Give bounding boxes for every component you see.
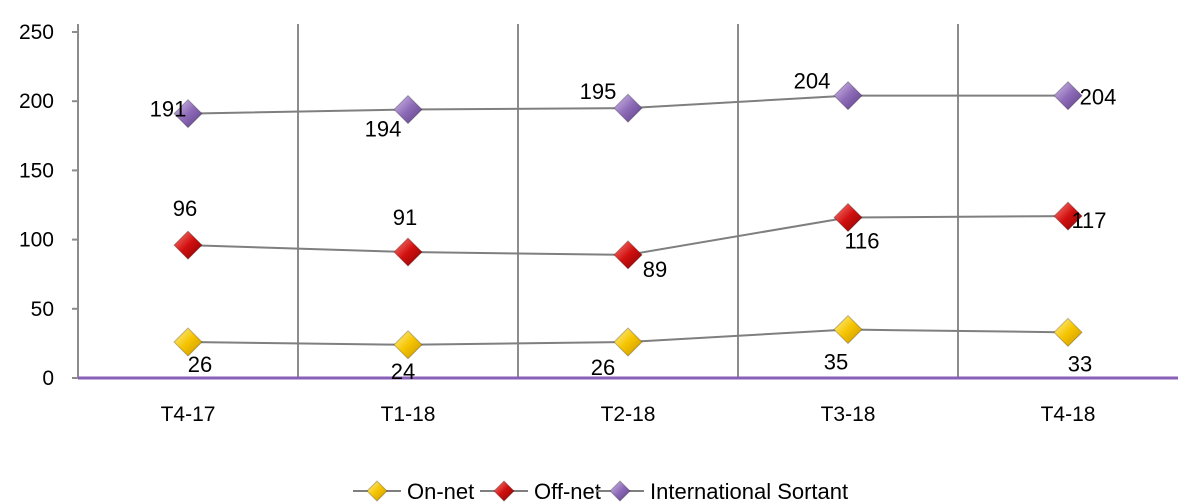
data-label: 33 bbox=[1068, 351, 1092, 376]
data-point bbox=[613, 327, 643, 357]
legend-label: Off-net bbox=[534, 479, 601, 504]
legend-label: International Sortant bbox=[650, 479, 848, 504]
legend-marker bbox=[493, 480, 515, 502]
data-label: 195 bbox=[580, 79, 617, 104]
data-label: 191 bbox=[150, 97, 187, 122]
data-point bbox=[173, 327, 203, 357]
series-layer bbox=[173, 80, 1083, 360]
data-point bbox=[173, 98, 203, 129]
data-labels: 26 24 26 35 33 96 91 89 116 117 191 194 195 204 204 bbox=[150, 69, 1117, 384]
x-tick-label: T1-18 bbox=[381, 403, 436, 426]
data-point bbox=[393, 330, 423, 360]
legend-marker bbox=[609, 480, 631, 502]
y-tick-label: 150 bbox=[19, 159, 54, 182]
data-point bbox=[833, 202, 863, 233]
data-point bbox=[613, 240, 643, 270]
data-label: 35 bbox=[824, 350, 848, 375]
data-point bbox=[393, 237, 423, 267]
data-label: 26 bbox=[188, 352, 212, 377]
legend-label: On-net bbox=[407, 479, 474, 504]
data-label: 24 bbox=[391, 359, 415, 384]
data-point bbox=[833, 80, 863, 111]
data-point bbox=[1053, 80, 1083, 111]
legend: On-net Off-net International Sortant bbox=[353, 479, 848, 504]
x-tick-label: T4-18 bbox=[1041, 403, 1096, 426]
data-point bbox=[1053, 201, 1083, 231]
data-point bbox=[173, 230, 203, 260]
x-tick-label: T3-18 bbox=[821, 403, 876, 426]
y-tick-label: 50 bbox=[31, 298, 54, 321]
grid-lines bbox=[297, 24, 959, 378]
data-label: 26 bbox=[591, 355, 615, 380]
data-point bbox=[1053, 317, 1083, 348]
data-label: 91 bbox=[393, 205, 417, 230]
data-point bbox=[393, 94, 423, 125]
x-tick-label: T2-18 bbox=[601, 403, 656, 426]
data-label: 96 bbox=[173, 196, 197, 221]
data-label: 89 bbox=[643, 257, 667, 282]
data-label: 204 bbox=[794, 69, 831, 94]
data-label: 194 bbox=[365, 117, 402, 142]
legend-marker bbox=[366, 480, 388, 502]
data-label: 204 bbox=[1080, 85, 1117, 110]
y-tick-label: 200 bbox=[19, 90, 54, 113]
data-point bbox=[613, 93, 643, 123]
data-label: 116 bbox=[844, 228, 879, 253]
x-tick-label: T4-17 bbox=[161, 403, 216, 426]
y-tick-label: 100 bbox=[19, 229, 54, 252]
y-tick-label: 250 bbox=[19, 21, 54, 44]
data-point bbox=[833, 314, 863, 345]
data-label: 117 bbox=[1071, 208, 1106, 233]
axes: 0 50 100 150 200 250 T4-17 T1-18 T2-18 T3-18 T4-18 bbox=[19, 21, 1178, 426]
y-tick-label: 0 bbox=[42, 367, 54, 390]
